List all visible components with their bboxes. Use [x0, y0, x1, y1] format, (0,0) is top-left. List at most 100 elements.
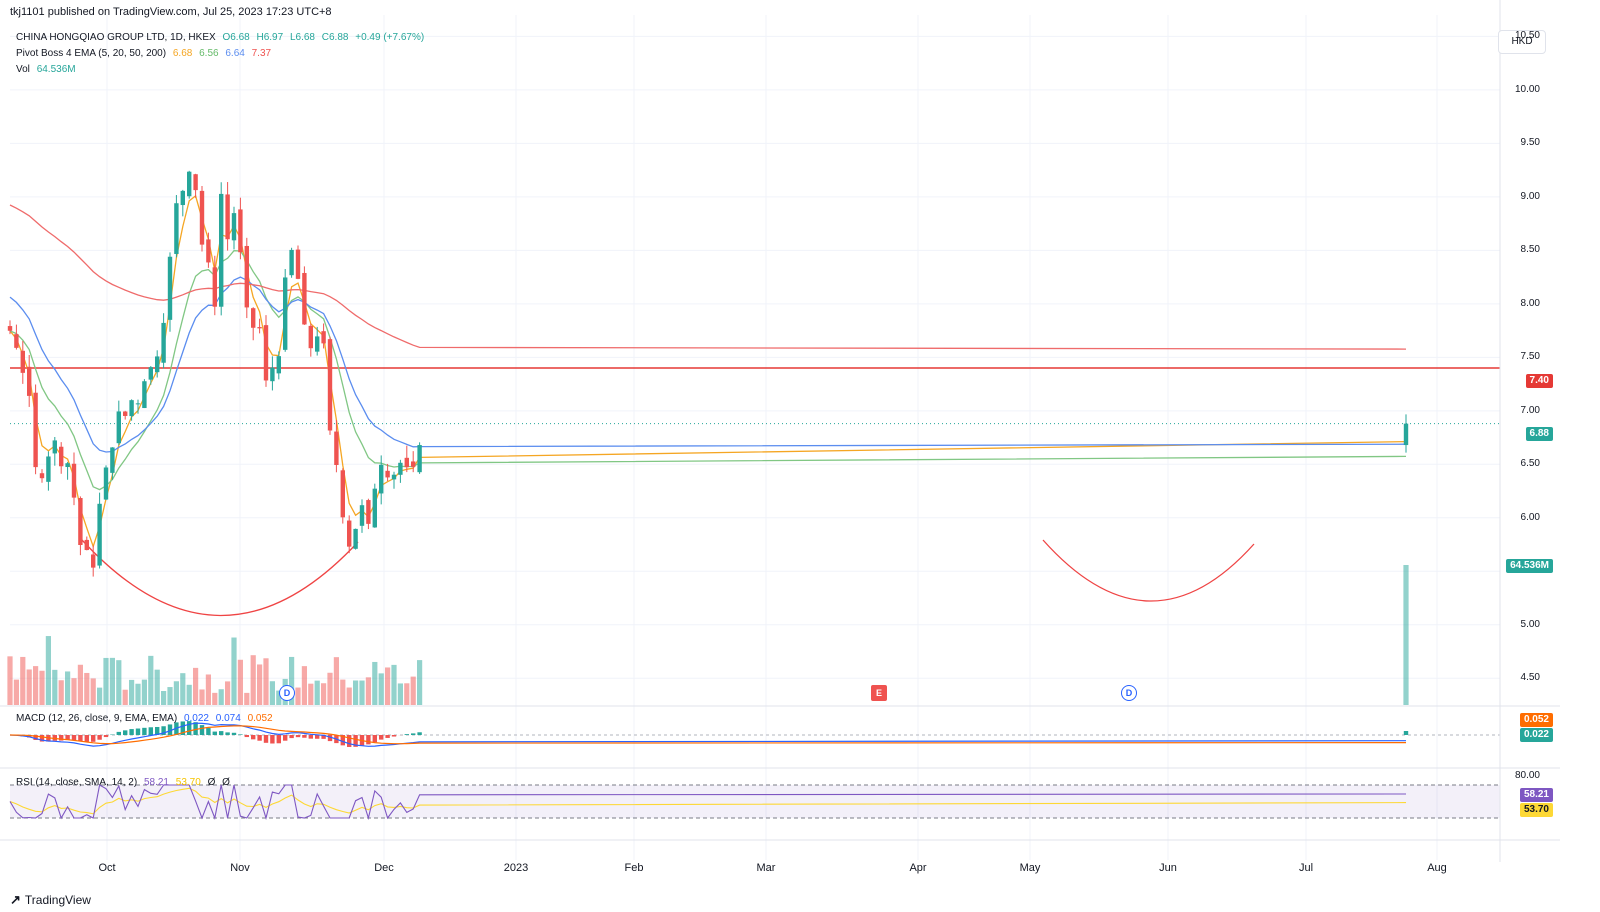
- volume-bar: [116, 660, 122, 705]
- time-tick-label: Jun: [1159, 862, 1177, 874]
- volume-bar: [333, 657, 339, 705]
- pane-separators: [0, 0, 1560, 862]
- macd-histogram-bar: [39, 735, 45, 742]
- volume-bar: [141, 679, 147, 705]
- macd-histogram-bar: [103, 735, 109, 738]
- candle-body: [398, 462, 403, 475]
- candle-body: [270, 367, 275, 382]
- macd-histogram-bar: [283, 735, 288, 741]
- candle-body: [174, 203, 179, 254]
- macd-value: 0.022: [183, 713, 209, 724]
- ema50-line: [9, 276, 1407, 453]
- arc-left: [81, 539, 359, 617]
- macd-histogram-bar: [231, 732, 237, 735]
- candle-body: [276, 356, 281, 374]
- macd-histogram-bar: [372, 735, 377, 743]
- candle-body: [340, 470, 345, 518]
- symbol-name[interactable]: CHINA HONGQIAO GROUP LTD, 1D, HKEX: [16, 32, 216, 43]
- macd-histogram-bar: [155, 726, 160, 735]
- volume-bar: [212, 692, 218, 705]
- time-tick-label: Dec: [374, 862, 394, 874]
- volume-bar: [205, 674, 211, 705]
- ema-legend[interactable]: Pivot Boss 4 EMA (5, 20, 50, 200) 6.68 6…: [16, 48, 275, 59]
- macd-histogram-bar: [366, 735, 371, 745]
- candle-body: [295, 249, 301, 279]
- candle-body: [238, 209, 243, 253]
- price-tick-label: 5.00: [1520, 618, 1540, 630]
- ohlc-open: O6.68: [222, 32, 250, 43]
- macd-histogram-bar: [379, 735, 384, 740]
- dividend-marker[interactable]: D: [279, 685, 295, 701]
- price-tick-label: 4.50: [1520, 672, 1540, 684]
- volume-title: Vol: [16, 64, 30, 75]
- time-tick-label: Feb: [624, 862, 644, 874]
- volume-bar: [58, 680, 64, 705]
- earnings-marker[interactable]: E: [871, 685, 887, 701]
- volume-bar: [167, 687, 173, 705]
- candle-body: [347, 520, 352, 547]
- candle-body: [71, 463, 77, 498]
- ema20-value: 6.56: [199, 48, 219, 59]
- currency-button[interactable]: HKD: [1498, 30, 1546, 54]
- candle-body: [142, 381, 147, 409]
- volume-legend[interactable]: Vol 64.536M: [16, 64, 80, 75]
- macd-histogram-bar: [270, 735, 275, 744]
- ema200-line: [9, 204, 1407, 350]
- macd-histogram-bar: [295, 735, 301, 738]
- candle-body: [46, 456, 51, 482]
- candle-body: [404, 457, 409, 468]
- macd-histogram-bar: [1403, 731, 1409, 735]
- macd-histogram-bar: [135, 728, 141, 735]
- macd-histogram-bar: [97, 735, 102, 740]
- macd-hist-value: 0.052: [247, 713, 273, 724]
- candle-body: [379, 464, 384, 494]
- footer-text: TradingView: [24, 893, 91, 907]
- volume-bar: [314, 680, 320, 705]
- macd-histogram-bar: [347, 735, 352, 747]
- candle-body: [385, 470, 390, 478]
- footer-brand[interactable]: ↗ TradingView: [10, 892, 91, 908]
- candle-body: [123, 411, 128, 416]
- volume-bar: [103, 657, 109, 705]
- candle-body: [193, 174, 198, 191]
- volume-bar: [417, 660, 423, 705]
- macd-histogram-bar: [225, 732, 230, 735]
- macd-histogram-bar: [315, 735, 320, 739]
- volume-bar: [289, 656, 295, 705]
- volume-bar: [193, 667, 199, 705]
- volume-bar: [33, 666, 39, 705]
- candle-body: [180, 190, 185, 206]
- candle-body: [308, 325, 313, 349]
- macd-legend[interactable]: MACD (12, 26, close, 9, EMA, EMA) 0.022 …: [16, 713, 277, 724]
- symbol-legend: CHINA HONGQIAO GROUP LTD, 1D, HKEX O6.68…: [16, 32, 428, 43]
- dividend-marker[interactable]: D: [1121, 685, 1137, 701]
- rsi-ma-tag: 53.70: [1519, 803, 1553, 817]
- candle-body: [212, 267, 217, 307]
- macd-signal-value: 0.074: [215, 713, 241, 724]
- candle-body: [411, 461, 416, 467]
- macd-histogram-bar: [71, 735, 77, 741]
- volume-bar: [231, 637, 237, 705]
- price-tick-label: 8.00: [1520, 297, 1540, 309]
- volume-bar: [391, 664, 397, 705]
- macd-histogram-bar: [289, 735, 294, 739]
- macd-histogram-bar: [276, 735, 281, 744]
- macd-histogram-bar: [52, 735, 57, 741]
- volume-bar: [1403, 565, 1409, 705]
- candle-body: [129, 400, 134, 417]
- macd-histogram-bar: [340, 735, 345, 746]
- rsi-legend[interactable]: RSI (14, close, SMA, 14, 2) 58.21 53.70 …: [16, 777, 234, 788]
- volume-value: 64.536M: [36, 64, 76, 75]
- macd-histogram-bar: [161, 726, 166, 735]
- price-tick-label: 6.50: [1520, 458, 1540, 470]
- volume-bar: [359, 680, 365, 705]
- candle-body: [225, 194, 230, 240]
- candle-body: [135, 403, 141, 405]
- time-tick-label: 2023: [503, 862, 529, 874]
- volume-bar: [180, 673, 186, 705]
- candle-body: [359, 505, 365, 526]
- price-tick-label: 7.00: [1520, 404, 1540, 416]
- macd-signal-line: [9, 725, 1407, 745]
- macd-histogram-bar: [391, 735, 397, 737]
